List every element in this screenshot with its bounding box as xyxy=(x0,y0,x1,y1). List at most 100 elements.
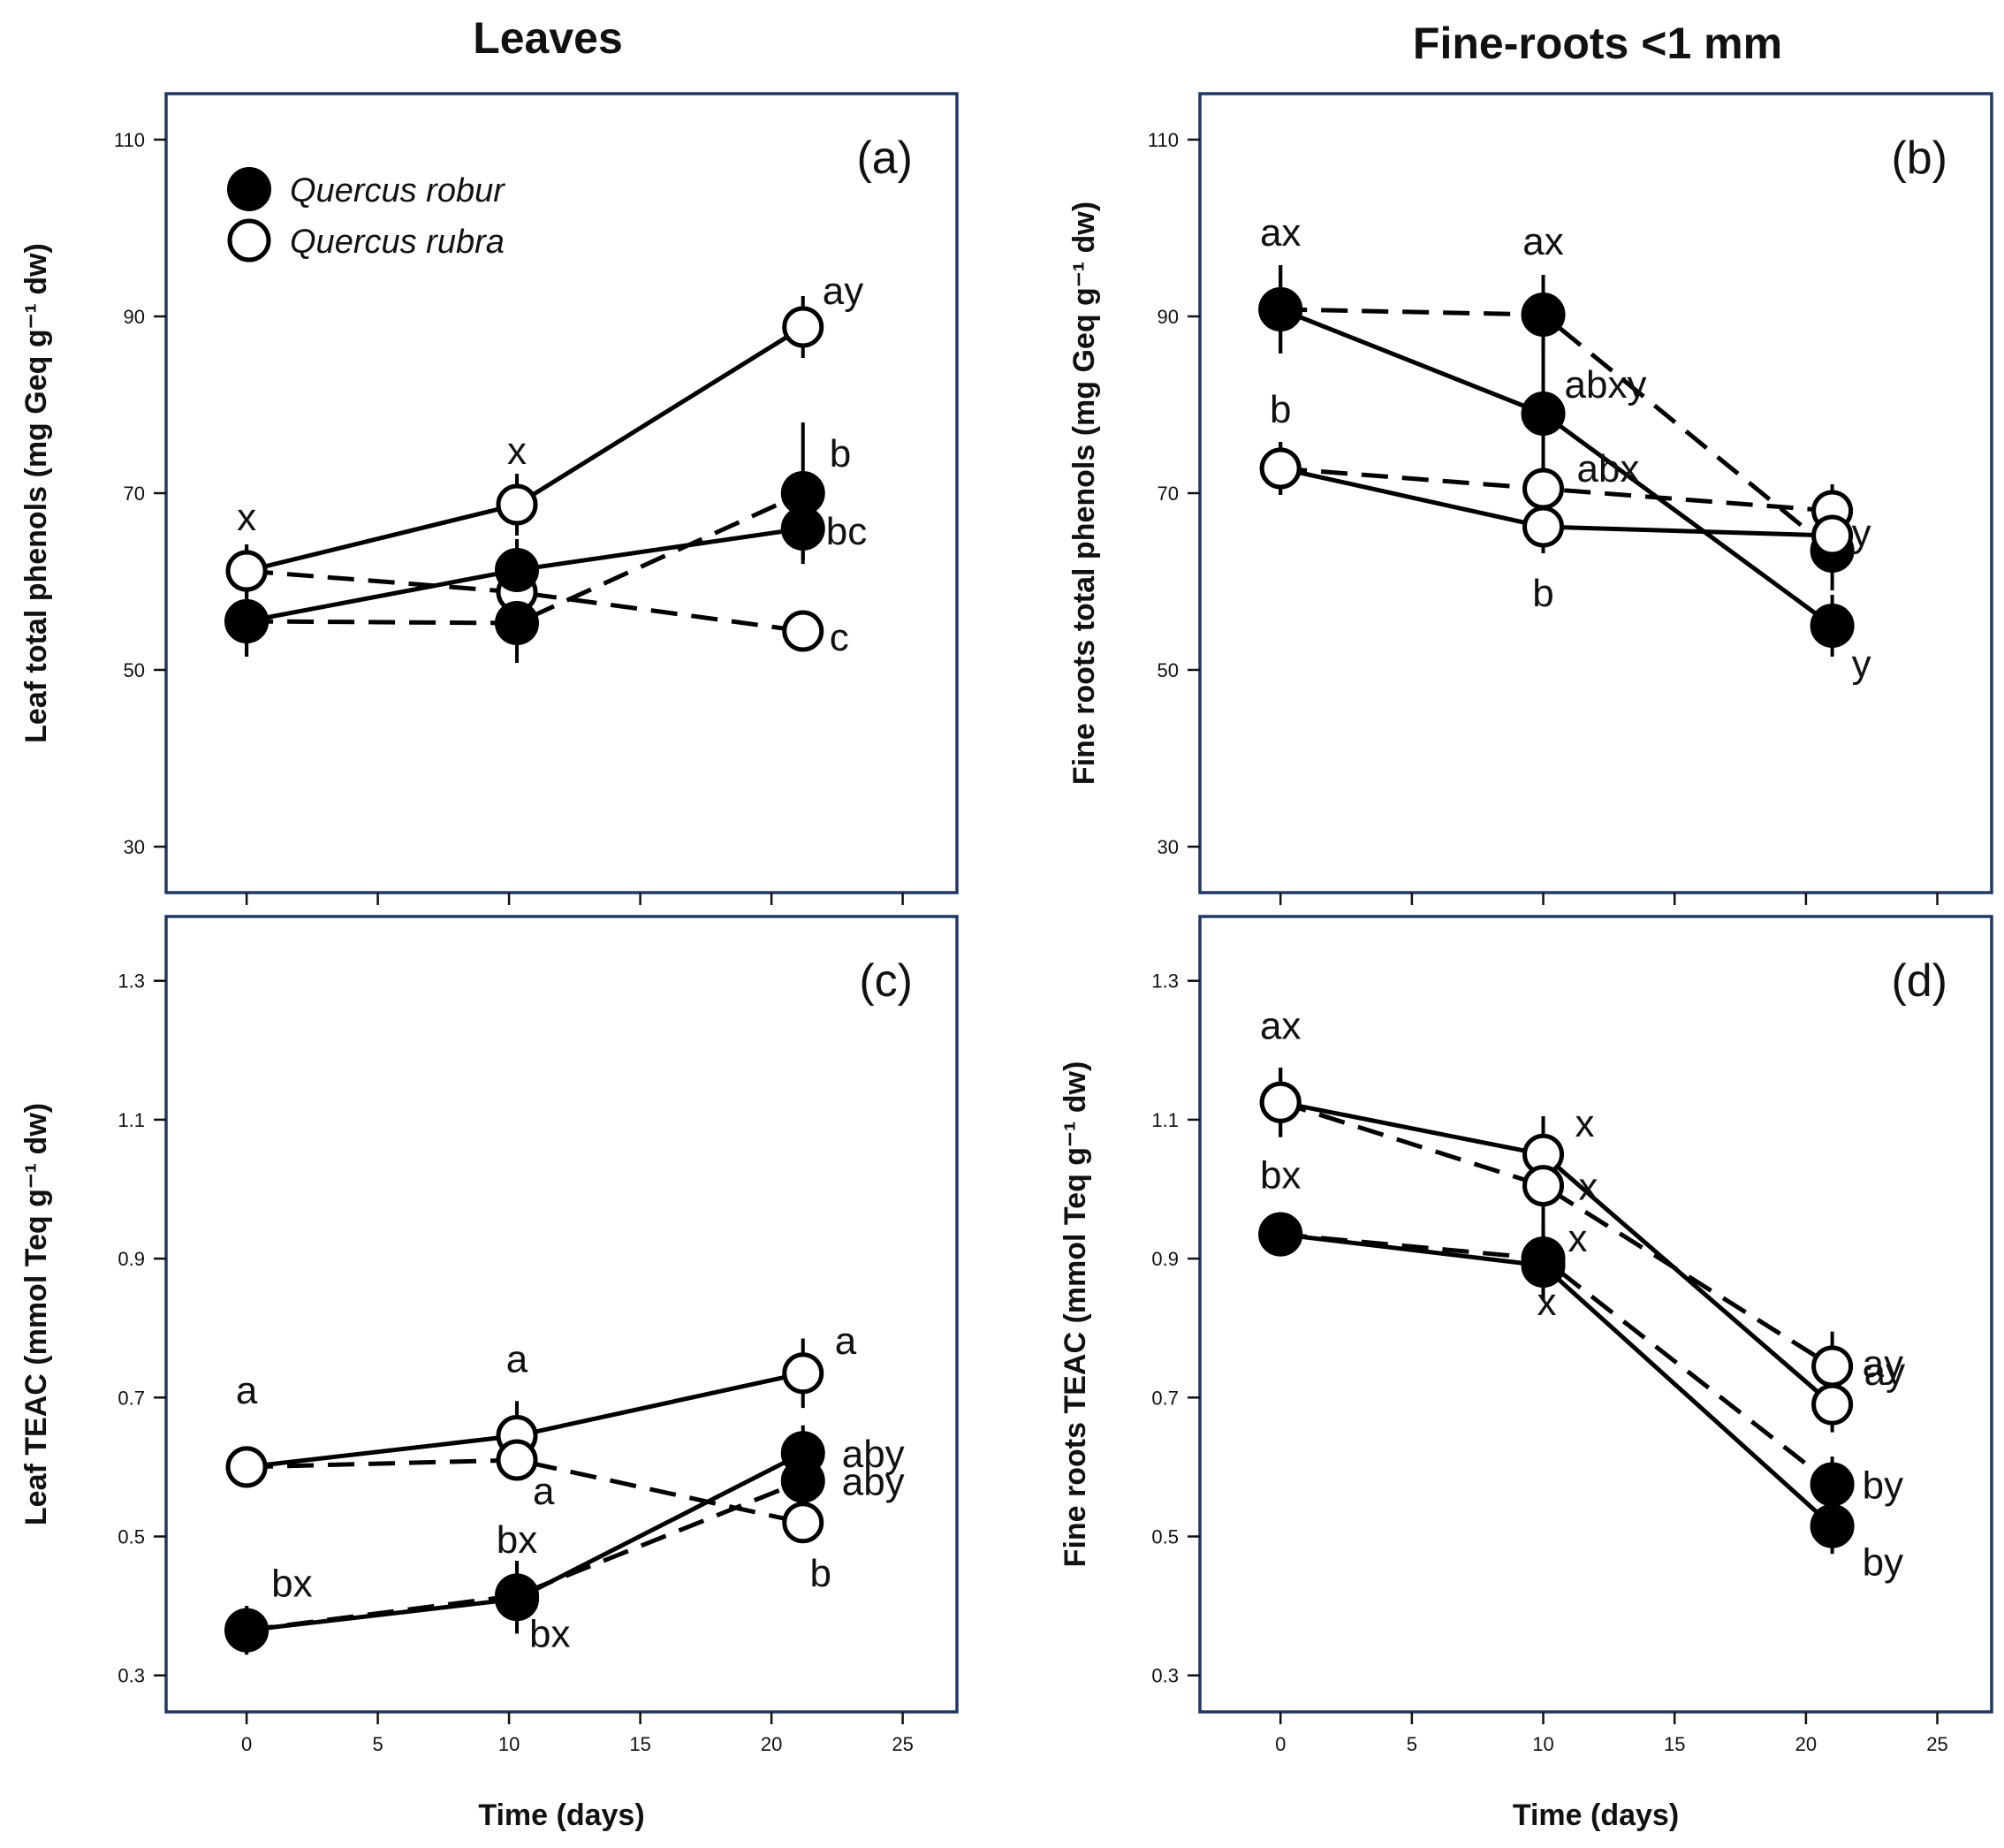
panel-a: 30 50 70 90 110 Leaf total phenols (mg Geq g⁻… xyxy=(19,92,959,905)
significance-label: bx xyxy=(271,1563,312,1606)
y-tick-label: 110 xyxy=(1148,129,1179,151)
y-tick-label: 0.7 xyxy=(1151,1387,1179,1409)
panel-label: (d) xyxy=(1891,955,1947,1007)
data-point-open xyxy=(1811,1345,1854,1388)
y-tick-label: 1.3 xyxy=(1151,970,1179,992)
x-tick-label: 20 xyxy=(1795,1733,1817,1755)
data-point-open xyxy=(496,483,538,526)
y-tick-label: 0.9 xyxy=(118,1248,145,1270)
x-tick-label: 10 xyxy=(498,1733,520,1755)
y-tick-label: 110 xyxy=(114,129,145,151)
y-tick-label: 0.7 xyxy=(118,1387,145,1409)
data-point-filled xyxy=(780,1458,825,1503)
data-point-open xyxy=(225,1446,268,1488)
data-point-open xyxy=(1522,506,1565,548)
y-tick-label: 90 xyxy=(124,306,145,328)
plot-frame xyxy=(164,92,959,894)
significance-label: ax xyxy=(1260,211,1301,255)
significance-label: c xyxy=(830,616,849,659)
panel-label: (b) xyxy=(1891,133,1947,184)
significance-label: aby xyxy=(842,1461,905,1504)
legend-quercus-robur: Quercus robur xyxy=(290,172,505,209)
data-point-filled xyxy=(1810,1503,1855,1548)
series-line-quercus-rubra-dashed xyxy=(1279,1099,1833,1369)
y-tick-label: 0.5 xyxy=(118,1526,145,1548)
significance-label: x xyxy=(237,496,256,539)
series-line-quercus-robur-dashed xyxy=(246,1479,804,1633)
significance-label: ax xyxy=(1522,220,1563,263)
column-title-leaves: Leaves xyxy=(473,13,623,63)
significance-label: by xyxy=(1863,1464,1903,1508)
y-tick-label: 70 xyxy=(124,483,145,505)
x-tick-label: 15 xyxy=(629,1733,650,1755)
x-tick-label: 0 xyxy=(241,1733,252,1755)
data-point-open xyxy=(782,1352,824,1395)
significance-label: y xyxy=(1852,643,1871,686)
series-line-quercus-rubra-dashed xyxy=(246,568,804,634)
data-point-filled xyxy=(1258,287,1303,331)
y-tick-label: 0.9 xyxy=(1151,1248,1179,1270)
data-point-filled xyxy=(1521,1243,1566,1288)
significance-label: b xyxy=(809,1552,831,1595)
significance-label: ay xyxy=(823,270,863,313)
y-axis-title: Leaf TEAC (mmol Teq g⁻¹ dw) xyxy=(19,1103,53,1525)
x-tick-label: 10 xyxy=(1532,1733,1553,1755)
x-tick-label: 25 xyxy=(1926,1733,1947,1755)
significance-label: bx xyxy=(497,1518,537,1562)
panel-c: 0.3 0.5 0.7 0.9 1.1 1.3 0 5 10 15 20 25 Time (days) L… xyxy=(19,915,959,1832)
y-tick-label: 0.3 xyxy=(1151,1665,1179,1687)
data-point-open xyxy=(1522,1165,1565,1207)
data-point-filled xyxy=(1521,392,1566,436)
significance-label: ay xyxy=(1864,1350,1905,1394)
y-tick-label: 1.1 xyxy=(1151,1109,1179,1131)
significance-label: bx xyxy=(529,1612,570,1655)
significance-label: b xyxy=(1532,572,1553,615)
y-tick-label: 1.3 xyxy=(118,970,145,992)
y-tick-label: 70 xyxy=(1158,483,1179,505)
y-tick-label: 0.5 xyxy=(1151,1526,1179,1548)
significance-label: bx xyxy=(1260,1154,1301,1198)
data-point-filled xyxy=(224,599,269,643)
panel-d: 0.3 0.5 0.7 0.9 1.1 1.3 0 5 10 15 20 25 Time (days) F… xyxy=(1059,915,1993,1832)
significance-label: by xyxy=(1863,1541,1903,1585)
significance-label: x xyxy=(507,430,527,473)
y-tick-label: 1.1 xyxy=(118,1109,145,1131)
data-point-open xyxy=(782,1502,824,1544)
x-axis-title: Time (days) xyxy=(1513,1799,1679,1832)
data-point-open xyxy=(1811,514,1854,557)
y-axis-title: Fine roots total phenols (mg Geq g⁻¹ dw) xyxy=(1067,202,1101,785)
data-point-filled xyxy=(495,601,540,645)
series-line-quercus-robur-solid xyxy=(1279,307,1834,628)
significance-label: y xyxy=(1852,512,1871,555)
legend-filled-marker xyxy=(227,167,271,211)
legend: Quercus robur Quercus rubra xyxy=(227,167,505,262)
plot-frame xyxy=(1198,92,1993,894)
data-point-filled xyxy=(224,1608,269,1653)
y-tick-label: 30 xyxy=(1158,836,1179,858)
data-point-open xyxy=(1522,468,1565,510)
data-point-filled xyxy=(1810,604,1855,648)
significance-label: a xyxy=(236,1369,258,1412)
significance-label: a xyxy=(835,1319,857,1363)
x-tick-label: 25 xyxy=(892,1733,913,1755)
data-point-open xyxy=(782,306,824,348)
x-tick-label: 20 xyxy=(761,1733,782,1755)
data-point-open xyxy=(1259,1081,1302,1123)
data-point-open xyxy=(225,550,268,592)
x-tick-label: 5 xyxy=(1407,1733,1417,1755)
data-point-filled xyxy=(1258,1212,1303,1257)
legend-open-marker xyxy=(227,218,271,262)
plot-frame xyxy=(1198,915,1993,1714)
data-point-open xyxy=(1259,447,1302,490)
data-point-filled xyxy=(780,471,825,515)
panel-b: 30 50 70 90 110 Fine roots total phenols (mg … xyxy=(1067,92,1993,905)
data-point-filled xyxy=(495,1573,540,1618)
column-title-fine-roots: Fine-roots <1 mm xyxy=(1413,19,1782,68)
significance-label: abx xyxy=(1577,447,1640,491)
x-axis-title: Time (days) xyxy=(478,1799,644,1832)
data-point-open xyxy=(1811,1383,1854,1426)
significance-label: b xyxy=(830,432,851,475)
significance-label: a xyxy=(506,1338,528,1381)
data-point-filled xyxy=(1521,293,1566,337)
